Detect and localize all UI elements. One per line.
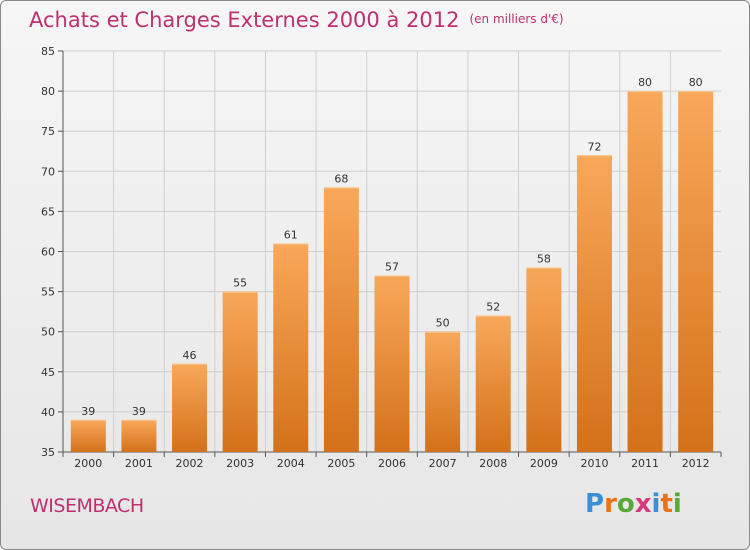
y-tick-label: 35: [41, 446, 55, 459]
bars: [70, 91, 714, 452]
value-label-2003: 55: [233, 277, 247, 290]
y-tick-label: 55: [41, 286, 55, 299]
bar-2000: [70, 419, 106, 452]
value-label-2004: 61: [284, 228, 298, 241]
value-label-2005: 68: [334, 172, 348, 185]
y-tick-label: 80: [41, 85, 55, 98]
x-tick-label-2009: 2009: [530, 457, 558, 470]
x-tick-label-2002: 2002: [176, 457, 204, 470]
bar-2011: [627, 91, 663, 452]
x-tick-label-2001: 2001: [125, 457, 153, 470]
x-tick-label-2012: 2012: [682, 457, 710, 470]
chart-title-text: Achats et Charges Externes 2000 à 2012: [29, 8, 460, 32]
y-tick-label: 40: [41, 406, 55, 419]
bar-2005: [323, 187, 359, 452]
proxiti-logo: Proxiti: [585, 489, 682, 519]
x-tick-label-2008: 2008: [479, 457, 507, 470]
bar-2007: [425, 331, 461, 452]
bar-2002: [172, 363, 208, 452]
y-tick-label: 85: [41, 45, 55, 58]
bar-2008: [475, 315, 511, 452]
bar-2003: [222, 291, 258, 452]
x-tick-label-2000: 2000: [74, 457, 102, 470]
commune-name: WISEMBACH: [30, 495, 144, 517]
logo-letter: P: [585, 489, 605, 519]
x-tick-label-2010: 2010: [580, 457, 608, 470]
logo-letter: o: [616, 489, 635, 519]
x-tick-label-2011: 2011: [631, 457, 659, 470]
y-tick-label: 75: [41, 125, 55, 138]
value-label-2012: 80: [689, 76, 703, 89]
bar-2012: [678, 91, 714, 452]
bar-2009: [526, 267, 562, 452]
labels: 35 40 45 50 55 60 65 70 75 80 85 39 2000 39 2001 46 2002…: [41, 45, 710, 470]
y-tick-label: 45: [41, 366, 55, 379]
x-tick-label-2006: 2006: [378, 457, 406, 470]
y-tick-label: 70: [41, 165, 55, 178]
y-tick-label: 65: [41, 205, 55, 218]
x-tick-label-2004: 2004: [277, 457, 305, 470]
value-label-2009: 58: [537, 253, 551, 266]
value-label-2010: 72: [587, 140, 601, 153]
value-label-2002: 46: [183, 349, 197, 362]
bar-2006: [374, 275, 410, 452]
value-label-2011: 80: [638, 76, 652, 89]
logo-letter: i: [672, 489, 682, 519]
value-label-2000: 39: [81, 405, 95, 418]
bar-2001: [121, 419, 157, 452]
y-tick-label: 50: [41, 326, 55, 339]
bar-2004: [273, 243, 309, 452]
value-label-2007: 50: [436, 317, 450, 330]
bar-2010: [576, 155, 612, 452]
y-tick-label: 60: [41, 246, 55, 259]
chart-subtitle: (en milliers d'€): [469, 12, 564, 26]
x-tick-label-2007: 2007: [429, 457, 457, 470]
value-label-2001: 39: [132, 405, 146, 418]
logo-letter: x: [634, 489, 652, 519]
logo-letter: t: [660, 489, 673, 519]
value-label-2008: 52: [486, 301, 500, 314]
value-label-2006: 57: [385, 261, 399, 274]
logo-letter: r: [604, 489, 617, 519]
chart-title: Achats et Charges Externes 2000 à 2012 (e…: [29, 8, 564, 32]
x-tick-label-2003: 2003: [226, 457, 254, 470]
logo-letter: i: [651, 489, 661, 519]
x-tick-label-2005: 2005: [327, 457, 355, 470]
